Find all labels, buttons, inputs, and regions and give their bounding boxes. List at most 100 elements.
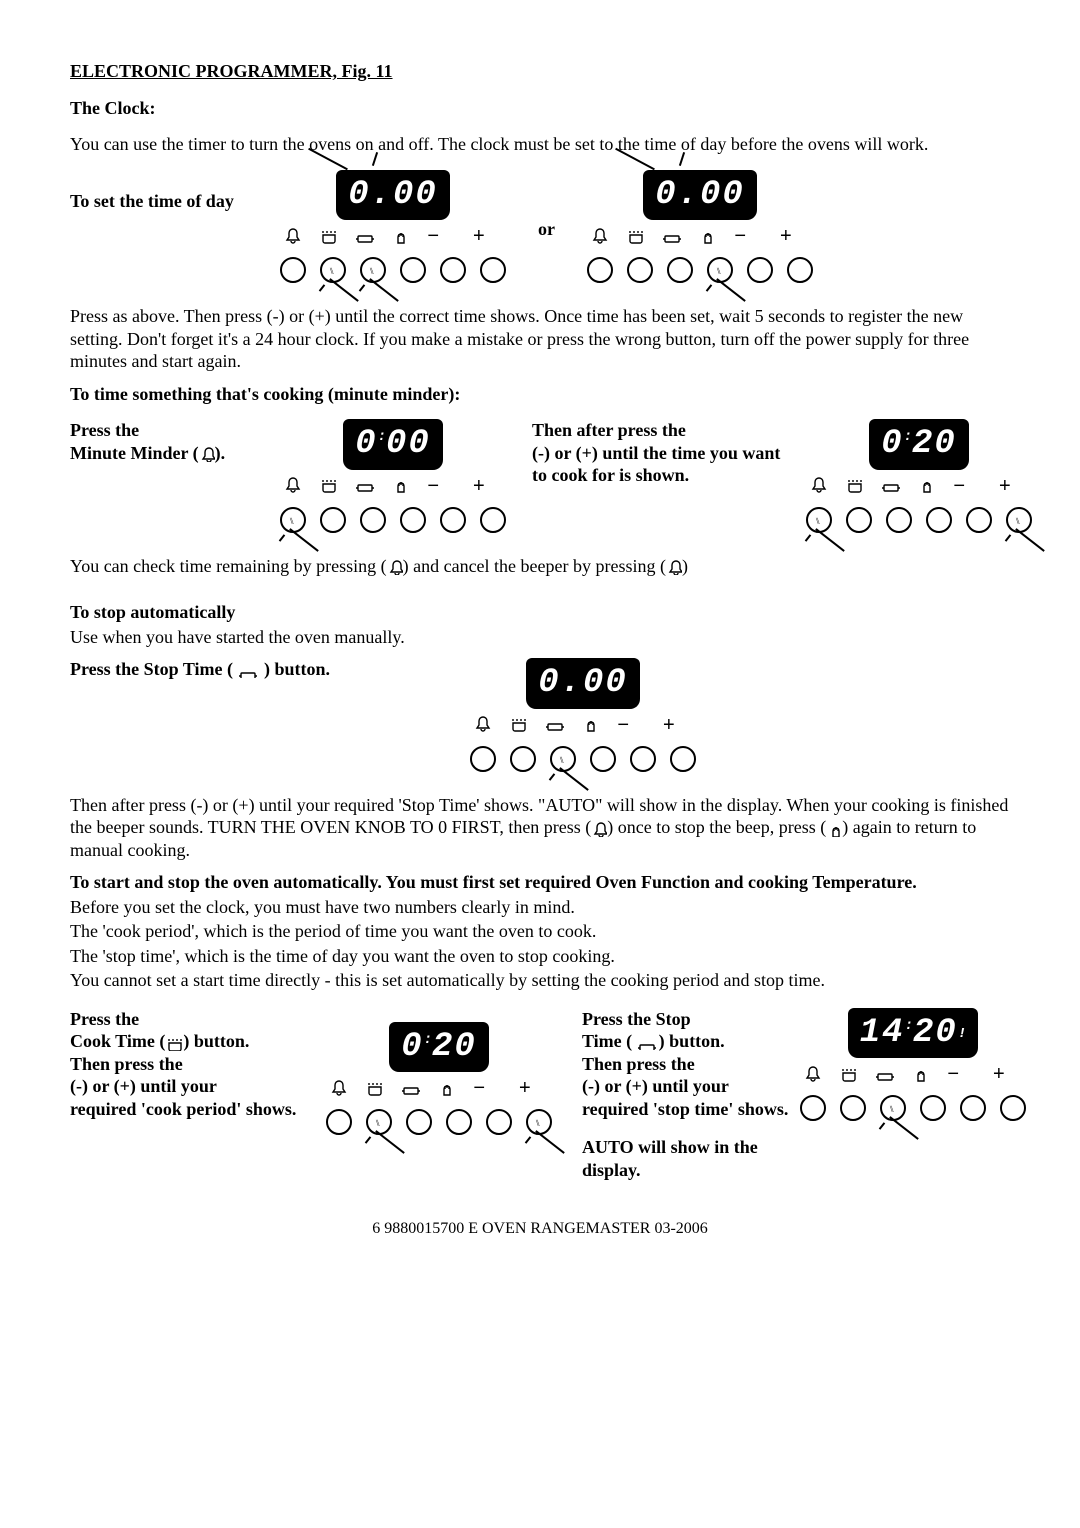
button-row: ⑊ ⑊: [806, 507, 1032, 533]
then-press-label: Then after press the: [532, 419, 786, 442]
circle-button[interactable]: ⑊: [550, 746, 576, 772]
panel-stop: 0.00 − + ⑊: [470, 658, 696, 772]
circle-button[interactable]: ⑊: [526, 1109, 552, 1135]
stop-auto-sub: Use when you have started the oven manua…: [70, 626, 1010, 649]
tray-icon: [637, 1036, 659, 1050]
circle-button[interactable]: [440, 257, 466, 283]
circle-button[interactable]: [630, 746, 656, 772]
circle-button[interactable]: [840, 1095, 866, 1121]
circle-button[interactable]: [510, 746, 536, 772]
press-stop-label: Press the Stop Time ( ) button.: [70, 658, 470, 681]
display-value: 0:20: [401, 1026, 477, 1069]
circle-button[interactable]: [360, 507, 386, 533]
button-row: ⑊: [800, 1095, 1026, 1121]
plus-icon: +: [780, 224, 810, 249]
clock-heading: The Clock:: [70, 97, 1010, 120]
circle-button[interactable]: [846, 507, 872, 533]
circle-button[interactable]: [587, 257, 613, 283]
circle-button[interactable]: ⑊: [360, 257, 386, 283]
circle-button[interactable]: [440, 507, 466, 533]
page-footer: 6 9880015700 E OVEN RANGEMASTER 03-2006: [70, 1219, 1010, 1239]
circle-button[interactable]: [400, 257, 426, 283]
auto-show-label: AUTO will show in the display.: [582, 1136, 794, 1181]
circle-button[interactable]: ⑊: [806, 507, 832, 533]
circle-button[interactable]: [486, 1109, 512, 1135]
pot-icon: [165, 1035, 183, 1051]
circle-button[interactable]: [960, 1095, 986, 1121]
circle-button[interactable]: ⑊: [320, 257, 346, 283]
display-value: 0.00: [655, 174, 745, 217]
circle-button[interactable]: [446, 1109, 472, 1135]
panel-cook: 0:20 − + ⑊ ⑊: [326, 1022, 552, 1136]
hand-icon: [581, 715, 601, 735]
button-row: ⑊: [587, 257, 813, 283]
hand-icon: [911, 1065, 931, 1085]
circle-button[interactable]: [926, 507, 952, 533]
button-row: ⑊ ⑊: [326, 1109, 552, 1135]
bell-icon: [591, 821, 607, 837]
circle-button[interactable]: [966, 507, 992, 533]
clock-display: 0.00: [643, 170, 757, 221]
circle-button[interactable]: ⑊: [707, 257, 733, 283]
circle-button[interactable]: ⑊: [280, 507, 306, 533]
start-stop-heading: To start and stop the oven automatically…: [70, 871, 1010, 894]
clock-display: 0:20: [869, 419, 969, 470]
button-row: ⑊: [470, 746, 696, 772]
display-value: 0:00: [355, 423, 431, 466]
minus-plus-label: (-) or (+) until your: [582, 1075, 794, 1098]
circle-button[interactable]: ⑊: [880, 1095, 906, 1121]
circle-button[interactable]: ⑊: [366, 1109, 392, 1135]
minus-icon: −: [427, 474, 457, 499]
hand-icon: [391, 227, 411, 247]
circle-button[interactable]: [627, 257, 653, 283]
circle-button[interactable]: [470, 746, 496, 772]
minus-icon: −: [947, 1062, 977, 1087]
set-time-row: To set the time of day 0.00 − + ⑊ ⑊ or 0…: [70, 170, 1010, 284]
pot-icon: [626, 227, 646, 247]
panel-stoptime: 14:20! − + ⑊: [800, 1008, 1026, 1122]
press-stopb-label: Time ( ) button.: [582, 1030, 794, 1053]
press-label: Minute Minder ().: [70, 442, 260, 465]
circle-button[interactable]: [480, 257, 506, 283]
circle-button[interactable]: [800, 1095, 826, 1121]
before-clock: Before you set the clock, you must have …: [70, 896, 1010, 919]
stop-auto-heading: To stop automatically: [70, 601, 1010, 624]
button-row: ⑊: [280, 507, 506, 533]
tray-icon: [662, 227, 682, 247]
circle-button[interactable]: [1000, 1095, 1026, 1121]
panel-1: 0.00 − + ⑊ ⑊: [280, 170, 506, 284]
circle-button[interactable]: ⑊: [1006, 507, 1032, 533]
circle-button[interactable]: [670, 746, 696, 772]
pot-icon: [845, 476, 865, 496]
tray-icon: [238, 664, 260, 678]
circle-button[interactable]: [280, 257, 306, 283]
plus-icon: +: [999, 474, 1029, 499]
display-value: 0.00: [538, 662, 628, 705]
cannot-set-line: You cannot set a start time directly - t…: [70, 969, 1010, 992]
then-press-label: (-) or (+) until the time you want: [532, 442, 786, 465]
minus-icon: −: [953, 474, 983, 499]
then-press-label: Then press the: [70, 1053, 320, 1076]
circle-button[interactable]: [787, 257, 813, 283]
circle-button[interactable]: [326, 1109, 352, 1135]
pot-icon: [365, 1079, 385, 1099]
plus-icon: +: [473, 224, 503, 249]
circle-button[interactable]: [480, 507, 506, 533]
circle-button[interactable]: [886, 507, 912, 533]
display-value: 0.00: [348, 174, 438, 217]
hand-icon: [698, 227, 718, 247]
clock-display: 0:20: [389, 1022, 489, 1073]
circle-button[interactable]: [920, 1095, 946, 1121]
circle-button[interactable]: [590, 746, 616, 772]
or-label: or: [506, 218, 587, 241]
circle-button[interactable]: [667, 257, 693, 283]
circle-button[interactable]: [747, 257, 773, 283]
circle-button[interactable]: [400, 507, 426, 533]
plus-icon: +: [473, 474, 503, 499]
bell-icon: [387, 559, 403, 575]
circle-button[interactable]: [406, 1109, 432, 1135]
symbol-row: − +: [473, 713, 692, 738]
hand-icon: [826, 821, 842, 837]
stop-time-line: The 'stop time', which is the time of da…: [70, 945, 1010, 968]
circle-button[interactable]: [320, 507, 346, 533]
